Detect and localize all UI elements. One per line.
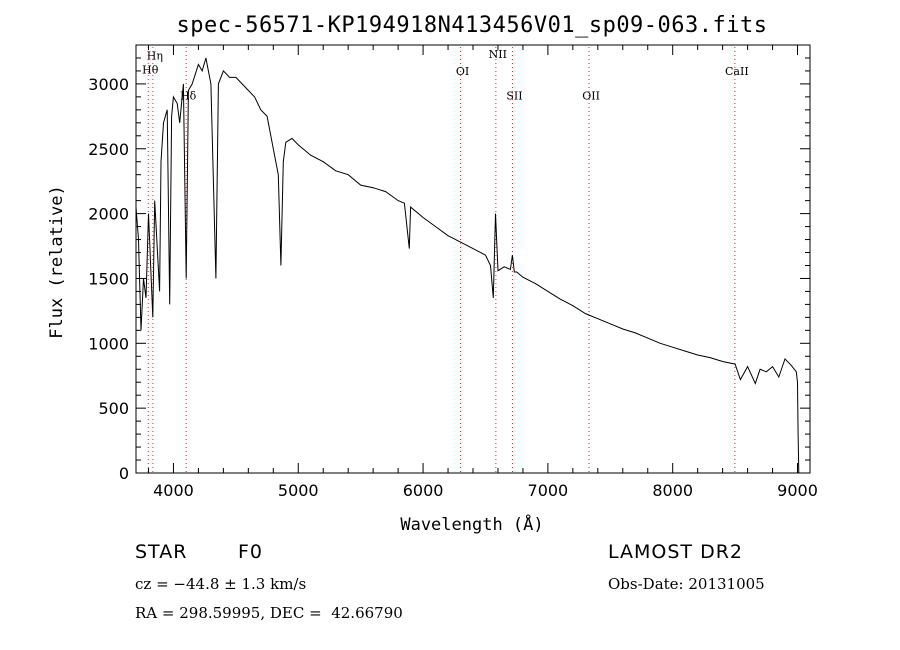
x-axis-ticks: 4000 5000 6000 7000 8000 9000: [147, 45, 818, 500]
spectral-line-label: NII: [489, 48, 507, 61]
y-axis-ticks: 0 500 1000 1500 2000 2500 3000: [88, 44, 810, 483]
y-tick-label: 0: [119, 464, 129, 483]
spectral-line-label: Hη: [147, 49, 163, 62]
object-class: STAR: [135, 541, 188, 563]
spectral-line-label: CaII: [725, 65, 749, 78]
spectral-line-label: SII: [506, 89, 522, 102]
chart-title: spec-56571-KP194918N413456V01_sp09-063.f…: [176, 13, 767, 38]
y-tick-label: 2500: [88, 140, 129, 159]
spectrum-line: [135, 57, 800, 474]
plot-frame: [135, 44, 811, 474]
spectral-line-label: Hθ: [142, 64, 159, 77]
coordinates: RA = 298.59995, DEC = 42.66790: [135, 604, 403, 622]
obs-date: Obs-Date: 20131005: [608, 575, 765, 593]
y-tick-label: 500: [98, 399, 129, 418]
spectral-line-label: OI: [456, 65, 469, 78]
y-tick-label: 2000: [88, 205, 129, 224]
x-tick-label: 5000: [278, 481, 319, 500]
x-tick-label: 8000: [652, 481, 693, 500]
x-tick-label: 9000: [777, 481, 818, 500]
x-tick-label: 4000: [153, 481, 194, 500]
y-tick-label: 1500: [88, 269, 129, 288]
x-tick-label: 7000: [528, 481, 569, 500]
spectral-line-label: OII: [582, 89, 600, 102]
object-subclass: F0: [238, 541, 264, 563]
y-axis-label: Flux (relative): [47, 185, 67, 339]
x-axis-label: Wavelength (Å): [400, 513, 543, 535]
survey-name: LAMOST DR2: [608, 541, 743, 563]
y-tick-label: 1000: [88, 334, 129, 353]
x-tick-label: 6000: [403, 481, 444, 500]
cz-readout: cz = −44.8 ± 1.3 km/s: [135, 575, 307, 593]
y-tick-label: 3000: [88, 75, 129, 94]
